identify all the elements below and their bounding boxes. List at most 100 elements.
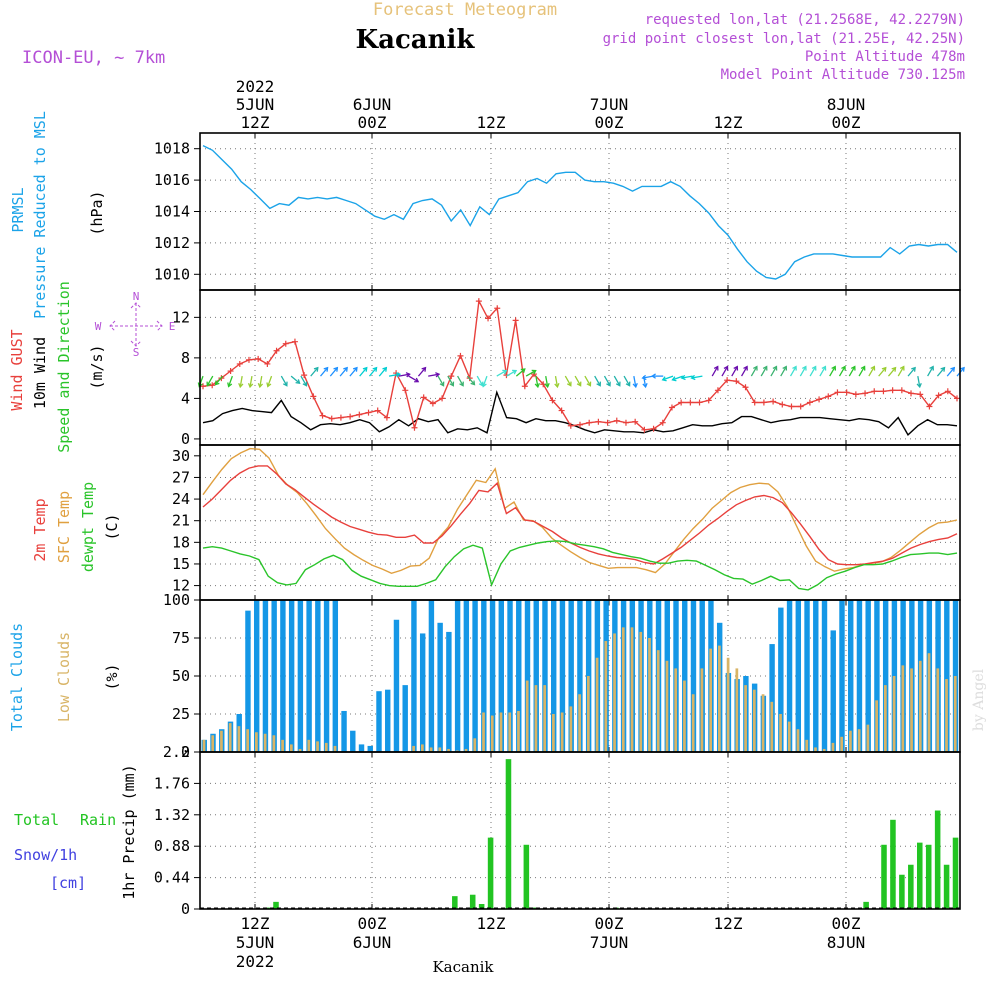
wind-unit: (m/s) xyxy=(88,344,106,389)
wind-gust-line-marker xyxy=(604,419,611,426)
wind-direction-arrow-icon xyxy=(770,365,778,377)
y-tick-label: 1012 xyxy=(154,234,190,252)
precip-unit: 1hr Precip (mm) xyxy=(120,764,138,899)
wind-direction-arrow-icon xyxy=(466,375,476,386)
wind-gust-line-marker xyxy=(622,419,629,426)
wind-gust-line-marker xyxy=(291,338,298,345)
total-cloud-bar xyxy=(454,600,461,752)
rain-bar xyxy=(925,844,932,909)
wind-gust-line-marker xyxy=(788,403,795,410)
y-tick-label: 18 xyxy=(172,533,190,551)
wind-direction-arrow-icon xyxy=(838,365,846,377)
wind-gust-line-marker xyxy=(209,382,216,389)
low-cloud-bar xyxy=(421,744,424,752)
arrow-shaft xyxy=(496,370,507,377)
y-tick-label: 0.44 xyxy=(154,869,190,887)
wind-direction-arrow-icon xyxy=(554,375,560,389)
arrow-shaft xyxy=(506,370,517,377)
bottom-time-label: 00Z xyxy=(832,914,861,933)
low-cloud-bar xyxy=(237,726,241,752)
arrow-shaft xyxy=(482,375,488,387)
total-cloud-bar xyxy=(524,600,531,752)
low-cloud-bar xyxy=(656,650,660,752)
wind-gust-line-marker xyxy=(448,373,455,380)
arrow-head xyxy=(313,366,319,372)
arrow-head xyxy=(227,382,233,388)
pressure-unit: (hPa) xyxy=(88,190,106,235)
arrow-head xyxy=(238,382,244,389)
wind-direction-arrow-icon xyxy=(544,375,550,389)
total-cloud-bar xyxy=(402,685,408,752)
bottom-time-label: 12Z xyxy=(477,914,506,933)
wind-direction-arrow-icon xyxy=(206,375,214,387)
rain-bar xyxy=(478,904,485,909)
compass-rose-icon: N S W E xyxy=(95,290,176,359)
wind-direction-arrow-icon xyxy=(515,368,526,377)
arrow-head xyxy=(414,377,420,383)
y-tick-label: 8 xyxy=(181,349,190,367)
total-cloud-bar xyxy=(376,691,382,752)
top-time-label: 12Z xyxy=(714,113,743,132)
wind-direction-arrow-icon xyxy=(671,375,684,382)
wind-direction-arrow-icon xyxy=(534,375,540,389)
low-cloud-bar xyxy=(901,665,905,752)
top-time-label: 7JUN xyxy=(590,95,629,114)
arrow-head xyxy=(247,382,254,389)
wind-direction-arrow-icon xyxy=(623,375,631,387)
arrow-shaft xyxy=(662,375,674,381)
arrow-head xyxy=(870,365,876,371)
wind-gust-line-marker xyxy=(908,390,915,397)
wind-gust-line-marker xyxy=(383,414,390,421)
low-cloud-bar xyxy=(438,747,442,752)
wind-direction-arrow-icon xyxy=(428,372,441,378)
low-cloud-bar xyxy=(709,648,712,752)
arrow-shaft xyxy=(917,375,921,388)
low-cloud-bar xyxy=(220,730,223,752)
total-cloud-bar xyxy=(428,600,435,752)
total-cloud-bar xyxy=(498,600,504,752)
top-time-axis: 2022 5JUN 12Z 6JUN 00Z 12Z 7JUN 00Z 12Z … xyxy=(236,77,866,132)
total-cloud-bar xyxy=(446,631,452,752)
wind-direction-arrow-icon xyxy=(789,365,797,377)
rain-bar xyxy=(505,759,512,909)
precip-label-total: Total xyxy=(14,811,59,829)
wind-direction-arrow-icon xyxy=(613,375,621,387)
arrow-shaft xyxy=(868,366,875,377)
arrow-shaft xyxy=(681,375,693,379)
dewpoint-line xyxy=(202,540,958,591)
total-cloud-bar xyxy=(393,619,400,752)
pressure-line xyxy=(202,144,958,280)
y-tick-label: 1016 xyxy=(154,171,190,189)
point-altitude: Point Altitude 478m xyxy=(805,49,965,65)
arrow-head xyxy=(586,381,592,387)
arrow-shaft xyxy=(388,373,400,377)
wind-direction-arrow-icon xyxy=(349,366,358,377)
total-cloud-bar xyxy=(559,600,566,752)
wind-gust-line-marker xyxy=(429,400,436,407)
total-cloud-bar xyxy=(795,600,802,752)
pressure-labels: PRMSL Pressure Reduced to MSL (hPa) xyxy=(9,111,106,319)
total-cloud-bar xyxy=(332,600,339,752)
arrow-head xyxy=(860,365,866,371)
wind-gust-line-marker xyxy=(678,399,685,406)
arrow-head xyxy=(566,381,572,387)
bottom-time-label: 5JUN xyxy=(236,933,275,952)
cloud-label-total: Total Clouds xyxy=(8,623,26,731)
compass-w: W xyxy=(95,320,102,333)
total-cloud-bar xyxy=(813,600,819,752)
low-cloud-bar xyxy=(884,685,887,752)
wind-direction-arrow-icon xyxy=(496,369,508,377)
total-cloud-bar xyxy=(463,600,470,752)
wind-gust-line-marker xyxy=(227,368,234,375)
compass-s: S xyxy=(133,346,140,359)
sfc-temp-line xyxy=(202,447,958,575)
bottom-time-label: 6JUN xyxy=(353,933,392,952)
rain-bar xyxy=(952,837,959,909)
wind-gust-line-marker xyxy=(724,377,731,384)
top-time-label: 00Z xyxy=(832,113,861,132)
wind-gust-line-marker xyxy=(862,390,869,397)
low-cloud-bar xyxy=(936,668,940,752)
total-cloud-bar xyxy=(856,600,863,752)
wind-direction-arrow-icon xyxy=(946,366,956,377)
wind-direction-arrow-icon xyxy=(447,375,455,387)
